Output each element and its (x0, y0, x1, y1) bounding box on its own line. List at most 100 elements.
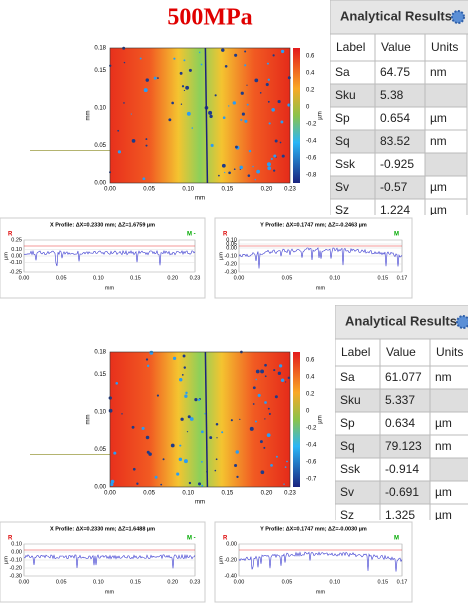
surface-pit (260, 369, 265, 374)
surface-pit (280, 120, 284, 124)
surface-pit (228, 105, 230, 107)
surface-pit (204, 413, 206, 415)
figure-title: 500MPa (167, 5, 252, 31)
surface-pit (247, 174, 251, 177)
surface-pit (201, 461, 203, 463)
x-tick-label: 0.17 (397, 275, 408, 281)
colorbar-tick-label: -0.6 (306, 460, 317, 466)
surface-pit (287, 103, 291, 107)
y-tick-label: 0.10 (94, 106, 106, 112)
y-axis-label: mm (86, 111, 92, 121)
y-tick-label: -0.20 (9, 565, 22, 571)
settings-gear[interactable] (456, 315, 468, 329)
surface-pit (198, 482, 202, 486)
surface-pit (265, 82, 269, 87)
metric-label: Ssk (340, 462, 361, 476)
metric-label: Sp (335, 111, 350, 125)
profile-title: X Profile: ΔX=0.2330 mm; ΔZ=1.6759 µm (50, 222, 155, 228)
metric-value: 1.224 (380, 203, 410, 217)
metric-unit: nm (430, 65, 447, 79)
x-tick-label: 0.15 (377, 275, 388, 281)
surface-pit (252, 403, 255, 405)
y-axis-label: mm (86, 415, 92, 425)
surface-pit (266, 433, 271, 438)
x-tick-label: 0.00 (234, 275, 245, 281)
settings-gear[interactable] (451, 10, 465, 24)
surface-pit (183, 59, 186, 62)
surface-pit (235, 145, 238, 149)
y-axis-label: µm (218, 556, 224, 564)
surface-pit (215, 423, 219, 426)
measure-marker: M (394, 232, 399, 238)
y-tick-label: 0.18 (94, 350, 106, 356)
metric-unit: nm (435, 370, 452, 384)
column-header: Value (381, 40, 411, 54)
metric-label: Sv (335, 180, 349, 194)
metric-unit: µm (430, 180, 447, 194)
y-axis-label: µm (3, 556, 9, 564)
surface-pit (252, 386, 256, 390)
surface-pit (255, 369, 260, 374)
x-tick-label: 0.15 (130, 579, 141, 585)
surface-pit (136, 482, 139, 485)
x-tick-label: 0.05 (282, 579, 293, 585)
surface-pit (280, 49, 285, 54)
x-tick-label: 0.15 (377, 579, 388, 585)
measure-marker: M - (187, 536, 196, 542)
surface-pit (280, 378, 285, 383)
surface-pit (284, 381, 287, 383)
surface-pit (179, 71, 183, 75)
surface-pit (180, 103, 183, 105)
surface-pit (244, 50, 247, 53)
metric-value: 83.52 (380, 134, 410, 148)
colorbar-tick-label: -0.2 (306, 426, 317, 432)
surface-pit (254, 420, 257, 423)
surface-pit (244, 64, 247, 67)
y-tick-label: 0.05 (94, 447, 106, 453)
y-tick-label: 0.00 (226, 541, 237, 547)
surface-pit (228, 171, 231, 175)
surface-pit (186, 431, 189, 433)
surface-pit (194, 398, 198, 402)
metric-value: 5.337 (385, 393, 415, 407)
surface-pit (149, 350, 154, 355)
colorbar-tick-label: 0 (306, 105, 310, 111)
surface-pit (267, 166, 272, 171)
surface-pit (268, 122, 271, 125)
profile-title: Y Profile: ΔX=0.1747 mm; ΔZ=-0.2463 µm (260, 222, 367, 228)
surface-pit (271, 107, 275, 112)
metric-unit: µm (430, 203, 447, 217)
surface-pit (215, 458, 218, 461)
surface-pit (200, 63, 203, 66)
x-axis-label: mm (195, 500, 205, 506)
metric-value: 61.077 (385, 370, 422, 384)
surface-pit (108, 408, 113, 413)
y-tick-label: -0.10 (224, 253, 237, 259)
surface-pit (145, 138, 148, 141)
surface-pit (179, 444, 182, 447)
surface-pit (254, 178, 257, 181)
surface-pit (284, 466, 287, 468)
surface-pit (279, 141, 282, 144)
colorbar-tick-label: -0.4 (306, 139, 317, 145)
surface-pit (267, 100, 270, 103)
y-tick-label: 0.05 (226, 241, 237, 247)
column-header: Label (341, 345, 370, 359)
surface-pit (273, 369, 276, 372)
x-tick-label: 0.15 (222, 491, 234, 497)
surface-pit (146, 364, 150, 368)
colorbar-tick-label: -0.4 (306, 443, 317, 449)
surface-pit (266, 162, 271, 167)
table-cell (424, 198, 468, 215)
surface-pit (153, 76, 157, 80)
profile-title: X Profile: ΔX=0.2330 mm; ΔZ=1.6488 µm (50, 526, 155, 532)
surface-pit (221, 48, 225, 52)
measure-marker: M (394, 536, 399, 542)
surface-pit (256, 169, 260, 174)
column-header: Value (386, 345, 416, 359)
surface-pit (132, 467, 136, 471)
surface-pit (270, 464, 273, 467)
colorbar-tick-label: 0.2 (306, 88, 315, 94)
surface-pit (188, 481, 192, 485)
surface-pit (209, 114, 213, 119)
